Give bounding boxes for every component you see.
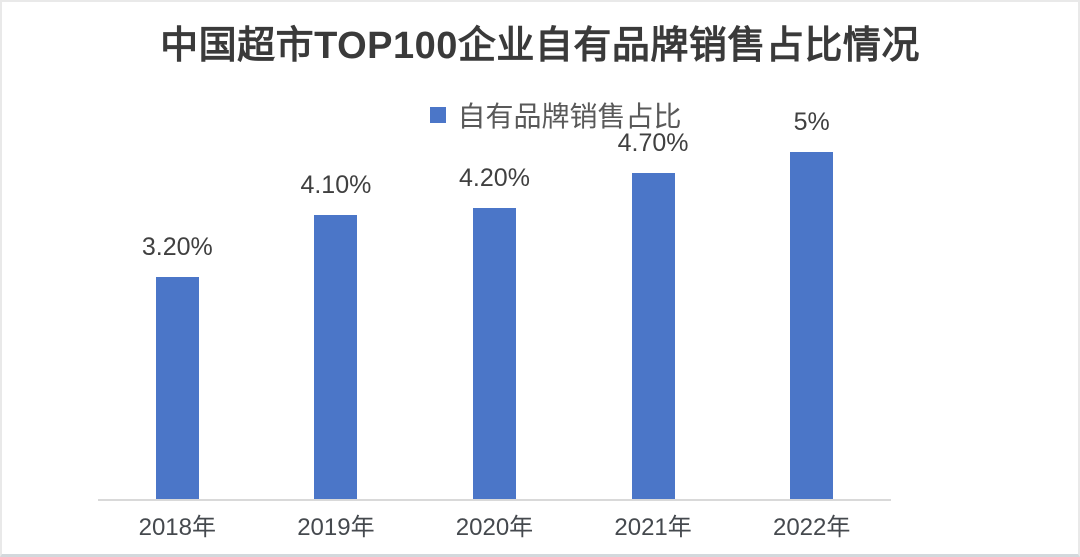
plot-area: 3.20% 4.10% 4.20% 4.70% 5% — [98, 2, 891, 500]
bar-group: 4.70% — [574, 2, 733, 500]
x-axis-label: 2020年 — [455, 514, 534, 541]
legend-label: 自有品牌销售占比 — [457, 101, 682, 132]
x-axis-label: 2018年 — [138, 514, 216, 541]
x-axis-label: 2019年 — [297, 514, 375, 541]
bar — [631, 172, 675, 500]
bar-value-label: 4.10% — [300, 170, 372, 199]
legend-swatch-icon — [430, 107, 447, 123]
bar-value-label: 4.70% — [617, 128, 689, 157]
bar — [314, 214, 358, 500]
bar-group: 4.20% — [415, 2, 574, 500]
bar-value-label: 3.20% — [141, 233, 213, 262]
x-axis-label: 2021年 — [614, 514, 692, 541]
bar-value-label: 5% — [793, 108, 830, 136]
legend: 自有品牌销售占比 — [18, 95, 1078, 135]
chart-title: 中国超市TOP100企业自有品牌销售占比情况 — [160, 25, 920, 67]
x-axis-labels: 2018年 2019年 2020年 2021年 2022年 — [98, 513, 891, 543]
bar — [155, 277, 199, 500]
bar-group: 5% — [732, 2, 891, 500]
bar — [472, 207, 516, 500]
bar-value-label: 4.20% — [459, 163, 530, 192]
bar-group: 4.10% — [257, 2, 416, 500]
x-axis-label: 2022年 — [772, 514, 851, 541]
x-axis-line — [98, 499, 891, 501]
bar — [790, 152, 834, 500]
bar-group: 3.20% — [98, 2, 257, 500]
